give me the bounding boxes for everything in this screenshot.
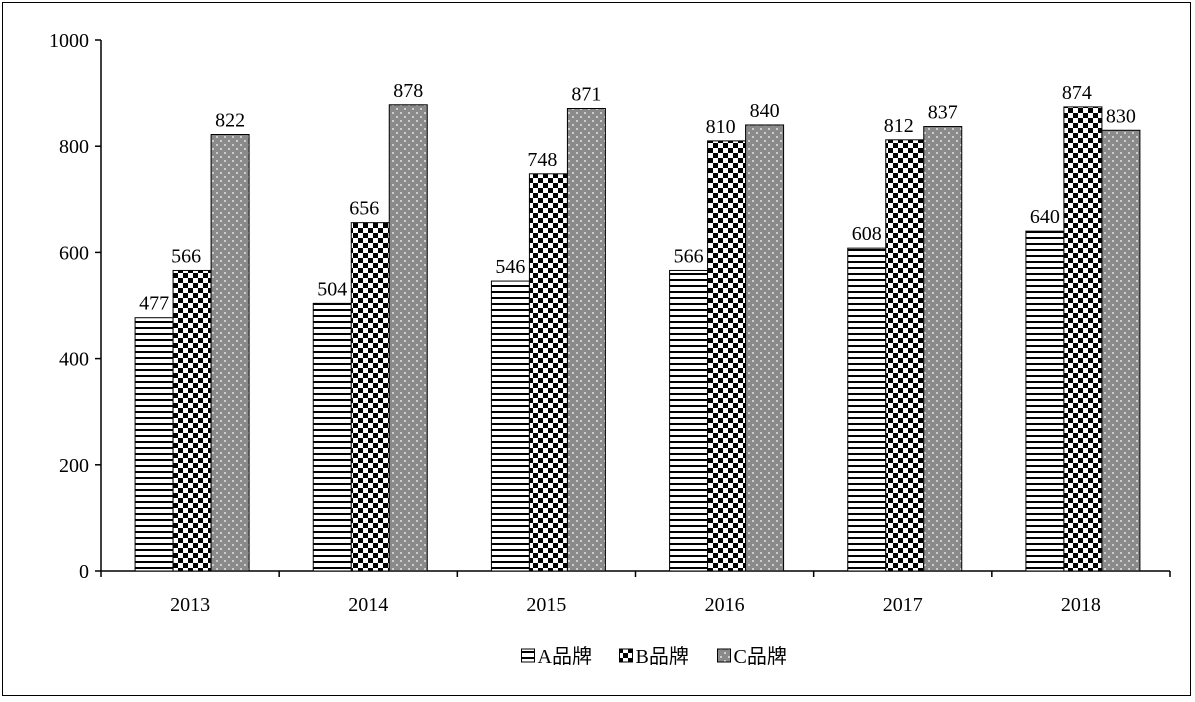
x-tick-label: 2018 <box>1061 594 1101 616</box>
data-label: 608 <box>852 223 882 245</box>
data-labels: 477 566 822 504 656 878 546 748 871 566 810 840 608 8… <box>139 80 1136 315</box>
x-tick-label: 2013 <box>170 594 210 616</box>
bar <box>490 280 530 572</box>
data-label: 566 <box>171 245 201 267</box>
data-label: 810 <box>706 116 736 138</box>
data-label: 822 <box>215 110 245 132</box>
bar <box>566 107 606 572</box>
data-label: 871 <box>571 83 601 105</box>
data-label: 812 <box>884 115 914 137</box>
x-tick-label: 2015 <box>526 594 566 616</box>
bar <box>847 247 887 572</box>
bar <box>923 126 963 572</box>
bar <box>312 302 352 572</box>
bar <box>350 222 390 572</box>
bar <box>172 269 212 572</box>
data-label: 656 <box>349 198 379 220</box>
bar <box>707 140 747 572</box>
data-label: 477 <box>139 293 169 315</box>
data-label: 874 <box>1062 82 1092 104</box>
legend-swatch <box>619 648 633 663</box>
y-tick-label: 200 <box>59 455 89 477</box>
axes: 0 200 400 600 800 1000 2013 2014 2015 2016 2017 201… <box>49 30 1171 616</box>
y-tick-label: 600 <box>59 242 89 264</box>
x-tick-label: 2014 <box>348 594 388 616</box>
data-label: 566 <box>674 245 704 267</box>
data-label: 840 <box>750 100 780 122</box>
bar <box>388 104 428 572</box>
bar <box>1063 106 1103 572</box>
legend-label: B品牌 <box>636 645 689 668</box>
bar <box>528 173 568 572</box>
legend-swatch <box>717 648 731 663</box>
data-label: 837 <box>928 102 958 124</box>
bar-chart: 0 200 400 600 800 1000 2013 2014 2015 2016 2017 201… <box>49 30 1171 668</box>
data-label: 748 <box>527 149 557 171</box>
bar <box>745 124 785 572</box>
y-tick-label: 800 <box>59 136 89 158</box>
bar <box>134 317 174 572</box>
bars <box>134 104 1141 572</box>
y-tick-label: 400 <box>59 349 89 371</box>
x-tick-label: 2017 <box>883 594 923 616</box>
data-label: 504 <box>317 278 347 300</box>
y-tick-label: 1000 <box>49 30 89 52</box>
data-label: 878 <box>393 80 423 102</box>
legend-label: C品牌 <box>734 645 787 668</box>
legend-swatch <box>521 648 535 663</box>
bar <box>885 139 925 572</box>
bar <box>1101 129 1141 572</box>
legend-label: A品牌 <box>538 645 592 668</box>
legend: A品牌 B品牌 C品牌 <box>521 645 787 668</box>
data-label: 640 <box>1030 206 1060 228</box>
bar <box>669 269 709 572</box>
data-label: 830 <box>1106 105 1136 127</box>
data-label: 546 <box>495 256 525 278</box>
y-tick-label: 0 <box>79 561 89 583</box>
bar <box>1025 230 1065 572</box>
x-tick-label: 2016 <box>705 594 745 616</box>
bar <box>210 134 250 572</box>
